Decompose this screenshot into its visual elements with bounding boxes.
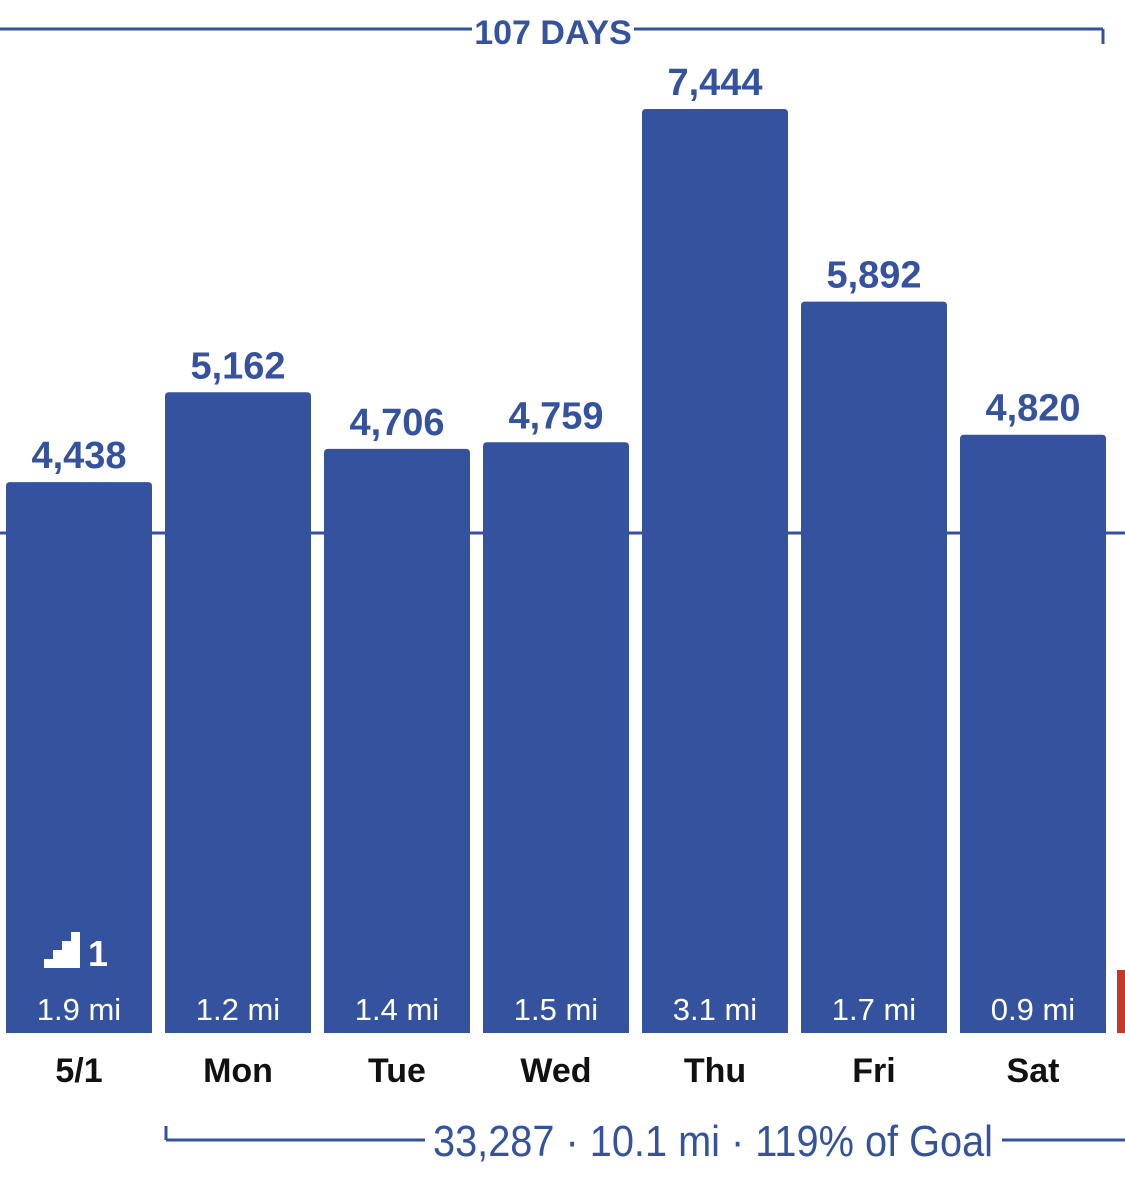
- x-tick-label: Thu: [684, 1052, 746, 1090]
- bars-group: 4,438 1.9 mi 5,162 1.2 mi 4,706 1.4 mi 4,759 1.…: [6, 62, 1106, 1034]
- flights-value: 1: [88, 933, 108, 974]
- bar-distance-label: 1.9 mi: [37, 992, 121, 1027]
- x-tick-label: Sat: [1007, 1052, 1060, 1090]
- bar-value-label: 5,892: [826, 255, 921, 297]
- bar-value-label: 4,820: [985, 388, 1080, 430]
- x-tick-label: Wed: [520, 1052, 591, 1090]
- bar-mon[interactable]: [165, 392, 311, 1033]
- bar-wed[interactable]: [483, 442, 629, 1033]
- bar-thu[interactable]: [642, 109, 788, 1033]
- x-tick-label: 5/1: [55, 1052, 102, 1090]
- summary-text: 33,287 · 10.1 mi · 119% of Goal: [433, 1117, 993, 1166]
- bar-sat[interactable]: [960, 434, 1106, 1034]
- bar-distance-label: 1.2 mi: [196, 992, 280, 1027]
- bar-distance-label: 0.9 mi: [991, 992, 1075, 1027]
- bar-distance-label: 1.5 mi: [514, 992, 598, 1027]
- period-label: 107 DAYS: [474, 14, 632, 52]
- bar-value-label: 4,706: [349, 402, 444, 444]
- next-day-bar-partial[interactable]: [1117, 970, 1125, 1033]
- bar-distance-label: 1.4 mi: [355, 992, 439, 1027]
- x-tick-label: Mon: [203, 1052, 273, 1090]
- bar-value-label: 7,444: [667, 62, 762, 104]
- stairs-shape: [44, 932, 80, 968]
- bar-fri[interactable]: [801, 301, 947, 1034]
- bar-value-label: 5,162: [190, 345, 285, 387]
- stairs-icon: 1: [44, 932, 108, 974]
- summary-bracket: 33,287 · 10.1 mi · 119% of Goal: [164, 1117, 1125, 1166]
- bar-tue[interactable]: [324, 448, 470, 1033]
- bar-value-label: 4,438: [31, 435, 126, 477]
- bar-5-1[interactable]: [6, 482, 152, 1033]
- bar-value-label: 4,759: [508, 395, 603, 437]
- x-tick-label: Tue: [368, 1052, 426, 1090]
- x-axis-labels: 5/1 Mon Tue Wed Thu Fri Sat: [55, 1052, 1059, 1090]
- period-bracket: 107 DAYS: [0, 14, 1105, 52]
- x-tick-label: Fri: [852, 1052, 895, 1090]
- bar-distance-label: 3.1 mi: [673, 992, 757, 1027]
- bar-distance-label: 1.7 mi: [832, 992, 916, 1027]
